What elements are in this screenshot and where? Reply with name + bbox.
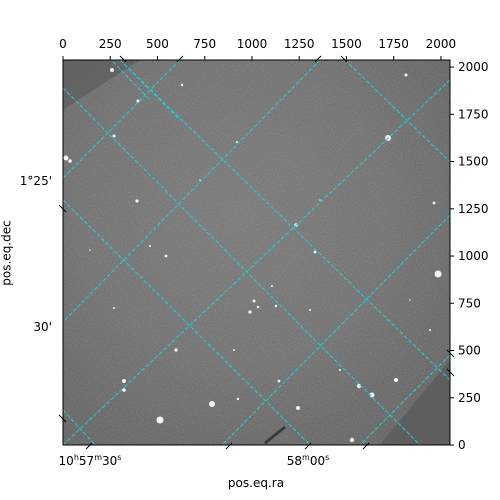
star bbox=[156, 416, 164, 424]
star bbox=[209, 401, 215, 407]
top-pixel-axis: 0 250 500 750 1000 1250 1500 1750 2000 bbox=[59, 37, 456, 60]
star bbox=[252, 299, 256, 303]
sky-image bbox=[63, 60, 450, 445]
star bbox=[313, 250, 317, 254]
top-tick-label: 2000 bbox=[426, 37, 457, 51]
star bbox=[164, 254, 168, 258]
star bbox=[349, 437, 355, 443]
star bbox=[434, 270, 442, 278]
star bbox=[404, 73, 408, 77]
star bbox=[233, 349, 235, 351]
star bbox=[319, 199, 321, 201]
star bbox=[409, 299, 411, 301]
star bbox=[256, 305, 260, 309]
world-tick-marks bbox=[58, 55, 455, 450]
star bbox=[149, 245, 151, 247]
top-tick-label: 750 bbox=[193, 37, 216, 51]
star bbox=[112, 134, 116, 138]
grid-line bbox=[119, 60, 450, 381]
star bbox=[271, 285, 273, 287]
ra-tick-label-2: 58m00s bbox=[287, 453, 330, 468]
star bbox=[339, 369, 341, 371]
star bbox=[248, 310, 252, 314]
star bbox=[63, 155, 69, 161]
star bbox=[89, 249, 91, 251]
right-tick-label: 1000 bbox=[458, 249, 489, 263]
star bbox=[110, 68, 114, 72]
top-tick-label: 1750 bbox=[378, 37, 409, 51]
star bbox=[122, 388, 126, 392]
grid-line bbox=[63, 60, 321, 323]
grid-line bbox=[63, 199, 311, 445]
top-tick-label: 0 bbox=[59, 37, 67, 51]
top-tick-label: 1250 bbox=[284, 37, 315, 51]
star bbox=[136, 99, 140, 103]
top-tick-label: 1000 bbox=[237, 37, 268, 51]
dec-tick-label-2: 30' bbox=[33, 320, 52, 334]
star bbox=[68, 159, 72, 163]
grid-line bbox=[63, 87, 421, 445]
right-tick-label: 500 bbox=[458, 344, 481, 358]
top-tick-label: 1500 bbox=[331, 37, 362, 51]
x-axis-label: pos.eq.ra bbox=[228, 476, 284, 490]
coordinate-grid bbox=[63, 60, 450, 445]
top-tick-label: 500 bbox=[146, 37, 169, 51]
star bbox=[236, 397, 240, 401]
star bbox=[113, 307, 115, 309]
right-tick-label: 1500 bbox=[458, 155, 489, 169]
grid-line bbox=[344, 60, 450, 163]
star bbox=[122, 379, 126, 383]
star bbox=[274, 304, 278, 308]
y-axis-label: pos.eq.dec bbox=[0, 220, 14, 285]
dark-streak bbox=[264, 425, 286, 445]
star bbox=[236, 141, 238, 143]
right-tick-label: 1750 bbox=[458, 107, 489, 121]
star-field bbox=[63, 68, 442, 443]
grid-line bbox=[359, 354, 450, 445]
star bbox=[309, 309, 311, 311]
star bbox=[174, 348, 178, 352]
grid-line bbox=[63, 60, 181, 179]
star bbox=[432, 201, 436, 205]
star bbox=[199, 179, 201, 181]
right-tick-label: 750 bbox=[458, 296, 481, 310]
ra-tick-label-1: 10h57m30s bbox=[59, 453, 122, 468]
star bbox=[135, 199, 139, 203]
star bbox=[394, 378, 398, 382]
star bbox=[429, 329, 431, 331]
grid-line bbox=[63, 79, 450, 445]
right-tick-label: 1250 bbox=[458, 202, 489, 216]
plot-frame bbox=[62, 59, 451, 446]
right-tick-label: 2000 bbox=[458, 60, 489, 74]
star bbox=[296, 406, 300, 410]
grid-line bbox=[110, 60, 151, 101]
right-tick-label: 250 bbox=[458, 391, 481, 405]
star bbox=[277, 379, 281, 383]
top-tick-label: 250 bbox=[99, 37, 122, 51]
star bbox=[180, 83, 184, 87]
grid-line bbox=[63, 409, 96, 445]
right-tick-label: 0 bbox=[458, 438, 466, 452]
dec-tick-label-1: 1°25' bbox=[20, 174, 52, 188]
right-pixel-axis: 0 250 500 750 1000 1250 1500 1750 2000 bbox=[450, 60, 489, 452]
